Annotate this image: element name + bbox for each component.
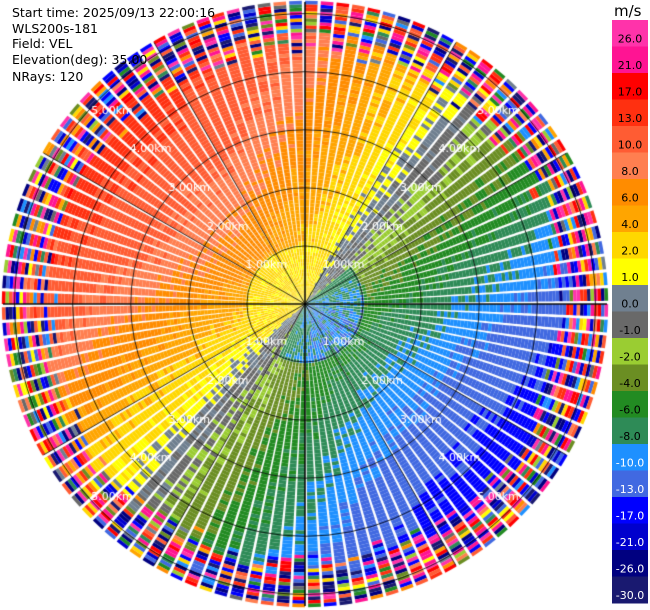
colorbar-tick-label: 2.0 <box>621 245 639 258</box>
colorbar-tick-label: 1.0 <box>621 271 639 284</box>
colorbar-tick-label: 13.0 <box>618 112 643 125</box>
colorbar-tick-label: 8.0 <box>621 165 639 178</box>
colorbar-swatch <box>612 152 648 180</box>
colorbar-tick-label: 6.0 <box>621 192 639 205</box>
colorbar-tick-label: -30.0 <box>616 589 644 602</box>
colorbar-tick-label: 4.0 <box>621 218 639 231</box>
colorbar-swatch <box>612 46 648 74</box>
colorbar-swatch <box>612 205 648 233</box>
colorbar-swatch <box>612 497 648 524</box>
colorbar-tick-label: -10.0 <box>616 457 644 470</box>
site-label: WLS200s-181 <box>12 21 98 36</box>
colorbar-tick-label: -8.0 <box>619 430 640 443</box>
colorbar-swatch <box>612 285 648 312</box>
colorbar-swatch <box>612 20 648 47</box>
colorbar-tick-label: -1.0 <box>619 324 640 337</box>
nrays-label: NRays: 120 <box>12 69 84 84</box>
colorbar-swatch <box>612 232 648 259</box>
colorbar-tick-label: -6.0 <box>619 404 640 417</box>
colorbar-swatch <box>612 550 648 577</box>
start-time-label: Start time: 2025/09/13 22:00:16 <box>12 5 216 20</box>
colorbar-swatch <box>612 179 648 206</box>
colorbar-swatch <box>612 417 648 445</box>
colorbar-swatch <box>612 364 648 392</box>
colorbar-swatch <box>612 258 648 286</box>
colorbar-tick-label: 0.0 <box>621 298 639 311</box>
colorbar-swatch <box>612 126 648 153</box>
field-label: Field: VEL <box>12 36 73 51</box>
colorbar-unit: m/s <box>614 2 642 20</box>
colorbar-swatch <box>612 576 648 604</box>
colorbar-tick-label: -4.0 <box>619 377 640 390</box>
colorbar-swatch <box>612 99 648 127</box>
elevation-label: Elevation(deg): 35.00 <box>12 52 148 67</box>
colorbar-swatch <box>612 311 648 339</box>
colorbar-swatch <box>612 73 648 100</box>
colorbar-swatch <box>612 338 648 365</box>
colorbar-swatch <box>612 444 648 471</box>
colorbar-tick-label: 26.0 <box>618 33 643 46</box>
colorbar-tick-label: -17.0 <box>616 510 644 523</box>
colorbar-tick-label: -21.0 <box>616 536 644 549</box>
colorbar-swatch <box>612 470 648 498</box>
colorbar-tick-label: 17.0 <box>618 86 643 99</box>
colorbar-tick-label: 21.0 <box>618 59 643 72</box>
colorbar-swatch <box>612 391 648 418</box>
colorbar-tick-label: -13.0 <box>616 483 644 496</box>
colorbar-swatch <box>612 523 648 551</box>
colorbar-tick-label: -2.0 <box>619 351 640 364</box>
colorbar-tick-label: 10.0 <box>618 139 643 152</box>
colorbar-tick-label: -26.0 <box>616 563 644 576</box>
